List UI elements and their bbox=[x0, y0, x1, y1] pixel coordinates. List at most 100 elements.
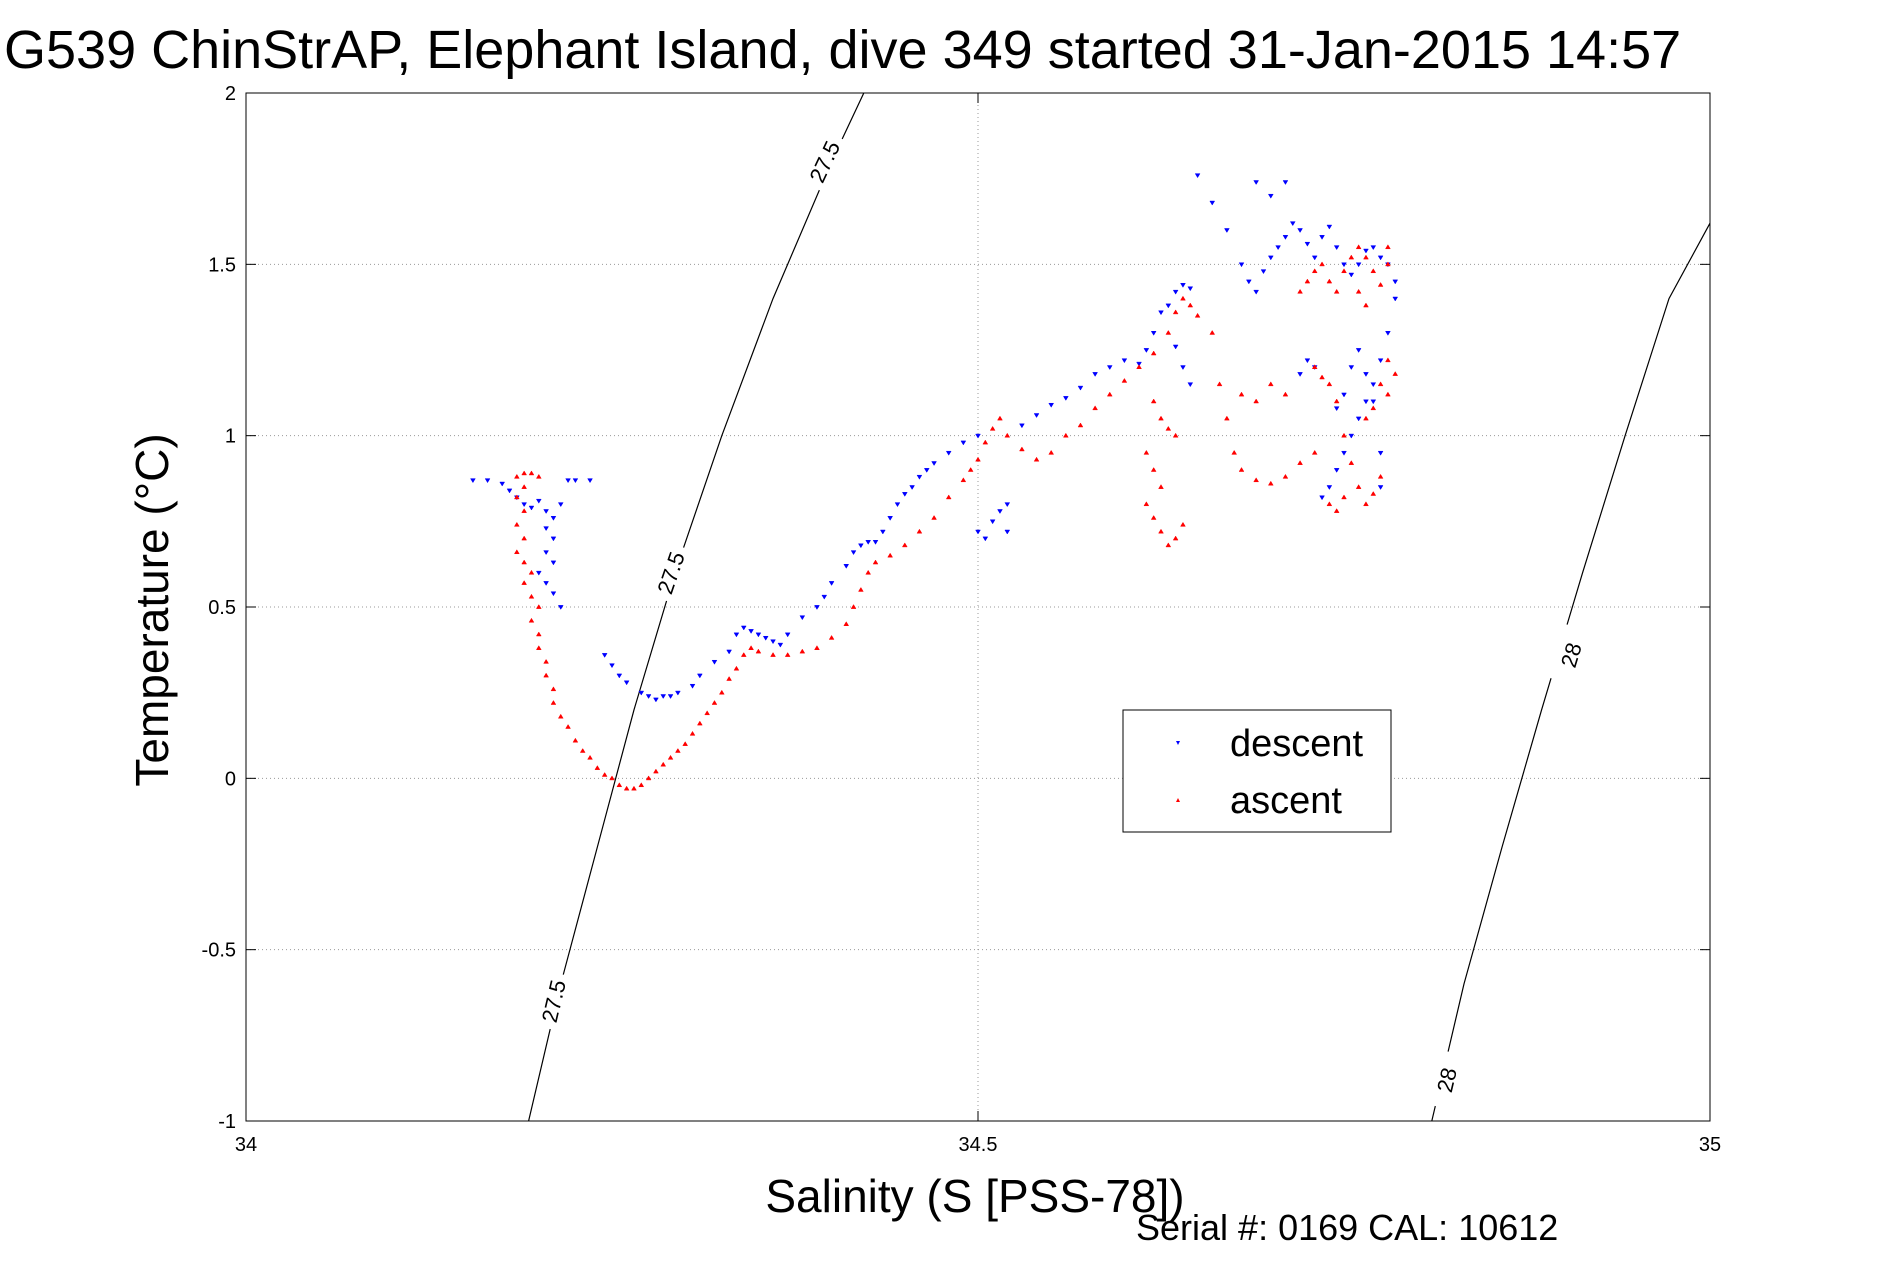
ascent-point bbox=[989, 425, 996, 431]
descent-point bbox=[865, 540, 872, 545]
ascent-point bbox=[982, 439, 989, 445]
ascent-point bbox=[1187, 302, 1194, 308]
descent-point bbox=[1048, 402, 1055, 408]
ascent-point bbox=[1311, 449, 1318, 455]
descent-point bbox=[1363, 248, 1369, 254]
ascent-point bbox=[1363, 415, 1369, 421]
descent-point bbox=[755, 632, 762, 638]
descent-point bbox=[982, 536, 989, 542]
ascent-point bbox=[1033, 456, 1040, 462]
ascent-point bbox=[1180, 521, 1186, 527]
ascent-point bbox=[543, 672, 549, 678]
ascent-point bbox=[550, 686, 557, 692]
ascent-point bbox=[1121, 377, 1128, 383]
legend: descent ascent bbox=[1122, 709, 1392, 833]
ascent-point bbox=[1172, 535, 1179, 541]
x-tick-label: 34 bbox=[235, 1134, 257, 1156]
descent-point bbox=[1245, 279, 1252, 285]
ascent-point bbox=[784, 652, 791, 657]
ascent-point bbox=[594, 765, 601, 770]
descent-point bbox=[1187, 286, 1194, 292]
ascent-point bbox=[931, 515, 937, 520]
ascent-point bbox=[1092, 405, 1098, 411]
descent-point bbox=[1004, 529, 1011, 535]
ascent-point bbox=[565, 724, 571, 729]
descent-point bbox=[1238, 262, 1245, 268]
ascent-point bbox=[1048, 449, 1055, 455]
descent-point bbox=[1363, 399, 1369, 405]
descent-point bbox=[1355, 348, 1362, 353]
ascent-point bbox=[1253, 398, 1260, 404]
descent-point bbox=[872, 540, 879, 545]
descent-point bbox=[1341, 262, 1347, 268]
descent-point bbox=[1370, 245, 1377, 251]
descent-point bbox=[858, 543, 864, 549]
descent-point bbox=[726, 649, 732, 655]
ascent-point bbox=[543, 658, 549, 664]
descent-point bbox=[550, 536, 557, 542]
descent-point bbox=[1363, 372, 1369, 377]
ascent-point bbox=[1319, 374, 1325, 380]
ascent-point bbox=[1150, 350, 1157, 356]
descent-point bbox=[1194, 173, 1201, 179]
descent-point bbox=[565, 478, 571, 484]
descent-point bbox=[543, 509, 549, 514]
descent-point bbox=[1297, 228, 1303, 233]
descent-point bbox=[843, 564, 850, 569]
ascent-point bbox=[1370, 491, 1377, 496]
ascent-point bbox=[1304, 278, 1311, 284]
legend-ascent-label: ascent bbox=[1230, 780, 1342, 822]
descent-point bbox=[1253, 180, 1260, 185]
isopycnal-label-bg bbox=[799, 130, 849, 193]
x-axis-label: Salinity (S [PSS-78]) bbox=[765, 1170, 1184, 1222]
ascent-point bbox=[1158, 415, 1164, 421]
ascent-point bbox=[1158, 528, 1164, 534]
descent-point bbox=[1282, 180, 1289, 185]
x-tick-label: 34.5 bbox=[959, 1134, 998, 1156]
ascent-point bbox=[967, 467, 974, 472]
ascent-point bbox=[1077, 422, 1084, 428]
descent-point bbox=[1319, 235, 1325, 240]
descent-point bbox=[916, 474, 923, 480]
descent-point bbox=[784, 632, 791, 638]
descent-point bbox=[997, 509, 1003, 514]
ascent-point bbox=[1106, 391, 1113, 397]
descent-point bbox=[1333, 468, 1340, 473]
descent-point bbox=[653, 697, 659, 703]
descent-point bbox=[901, 492, 908, 497]
ascent-point bbox=[1326, 278, 1333, 284]
descent-point bbox=[1348, 272, 1355, 278]
ascent-point bbox=[843, 621, 850, 626]
descent-point bbox=[1260, 269, 1267, 275]
descent-point bbox=[638, 690, 645, 696]
ascent-point bbox=[858, 586, 864, 592]
descent-point bbox=[623, 680, 630, 686]
y-tick-label: -1 bbox=[218, 1111, 236, 1133]
ascent-point bbox=[1062, 432, 1069, 438]
y-tick-label: 1.5 bbox=[208, 254, 236, 276]
descent-point bbox=[850, 550, 857, 556]
isopycnal-label: 28 bbox=[1432, 1065, 1462, 1095]
descent-point bbox=[484, 478, 491, 484]
ascent-point bbox=[638, 782, 645, 788]
ascent-point bbox=[733, 665, 740, 671]
descent-point bbox=[535, 498, 542, 504]
descent-point bbox=[1385, 331, 1391, 336]
ascent-point bbox=[660, 761, 667, 767]
descent-point bbox=[777, 642, 784, 648]
ascent-point bbox=[696, 720, 703, 726]
ascent-point bbox=[513, 521, 520, 527]
descent-point bbox=[1062, 396, 1069, 401]
descent-point bbox=[1355, 262, 1362, 268]
ascent-point bbox=[975, 456, 981, 462]
descent-point bbox=[1311, 255, 1318, 261]
descent-point bbox=[975, 433, 981, 439]
descent-point bbox=[909, 485, 915, 490]
ascent-point bbox=[1297, 460, 1303, 465]
y-axis-label: Temperature (°C) bbox=[126, 433, 178, 786]
legend-descent-label: descent bbox=[1230, 723, 1364, 765]
descent-point bbox=[1370, 382, 1377, 388]
y-tick-label: -0.5 bbox=[202, 940, 236, 962]
ascent-point bbox=[1019, 446, 1025, 452]
descent-point bbox=[470, 478, 476, 484]
